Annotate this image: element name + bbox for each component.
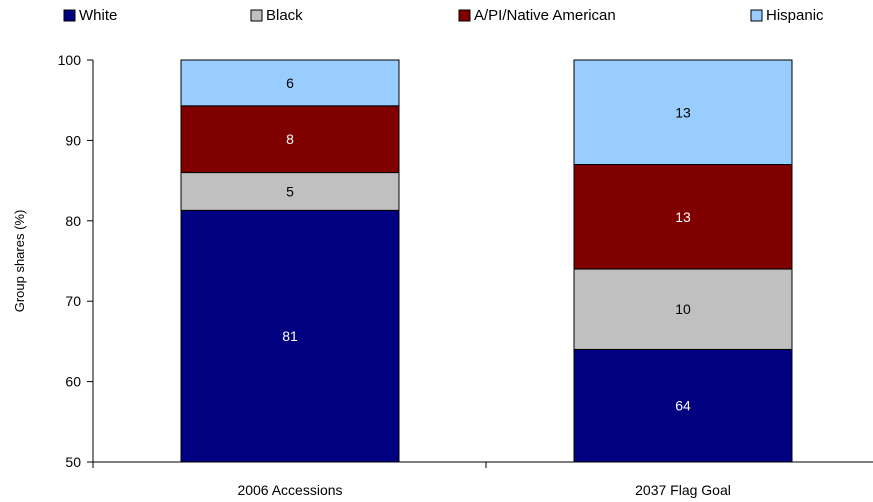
data-label-black-2: 10 <box>675 301 691 317</box>
legend: White Black A/PI/Native American Hispanic <box>63 7 824 24</box>
bar-segment-black-2 <box>573 268 793 350</box>
bar-segment-black-1 <box>180 172 400 211</box>
y-tick-label-50: 50 <box>65 454 81 470</box>
bar-segment-a-pi-native-american-2 <box>573 164 793 270</box>
data-label-a-pi-native-american-2: 13 <box>675 209 691 225</box>
bar-segment-hispanic-2 <box>573 59 793 166</box>
axes: 2006 Accessions 2037 Flag Goal 50 60 70 80 90 1… <box>58 52 873 498</box>
legend-swatch-a-pi-native-american <box>458 9 471 22</box>
data-label-a-pi-native-american-1: 8 <box>286 131 294 147</box>
legend-swatch-black <box>250 9 263 22</box>
bar-segment-hispanic-1 <box>180 59 400 107</box>
y-axis-label: Group shares (%) <box>12 210 27 313</box>
data-label-white-2: 64 <box>675 398 691 414</box>
legend-label-a-pi-native-american: A/PI/Native American <box>474 7 616 24</box>
legend-label-black: Black <box>266 7 303 24</box>
y-tick-label-80: 80 <box>65 213 81 229</box>
x-tick-label-1: 2006 Accessions <box>237 482 342 498</box>
data-label-hispanic-2: 13 <box>675 104 691 120</box>
data-label-hispanic-1: 6 <box>286 75 294 91</box>
legend-label-hispanic: Hispanic <box>766 7 824 24</box>
y-tick-label-100: 100 <box>58 52 82 68</box>
data-label-black-1: 5 <box>286 183 294 199</box>
data-label-white-1: 81 <box>282 328 298 344</box>
legend-swatch-hispanic <box>750 9 763 22</box>
bars: 81 5 8 6 64 10 13 13 <box>180 59 793 463</box>
bar-segment-white-1 <box>180 209 400 463</box>
y-tick-label-60: 60 <box>65 374 81 390</box>
bar-segment-white-2 <box>573 348 793 463</box>
y-tick-label-70: 70 <box>65 293 81 309</box>
legend-label-white: White <box>79 7 117 24</box>
legend-swatch-white <box>63 9 76 22</box>
x-tick-label-2: 2037 Flag Goal <box>635 482 731 498</box>
y-tick-label-90: 90 <box>65 132 81 148</box>
